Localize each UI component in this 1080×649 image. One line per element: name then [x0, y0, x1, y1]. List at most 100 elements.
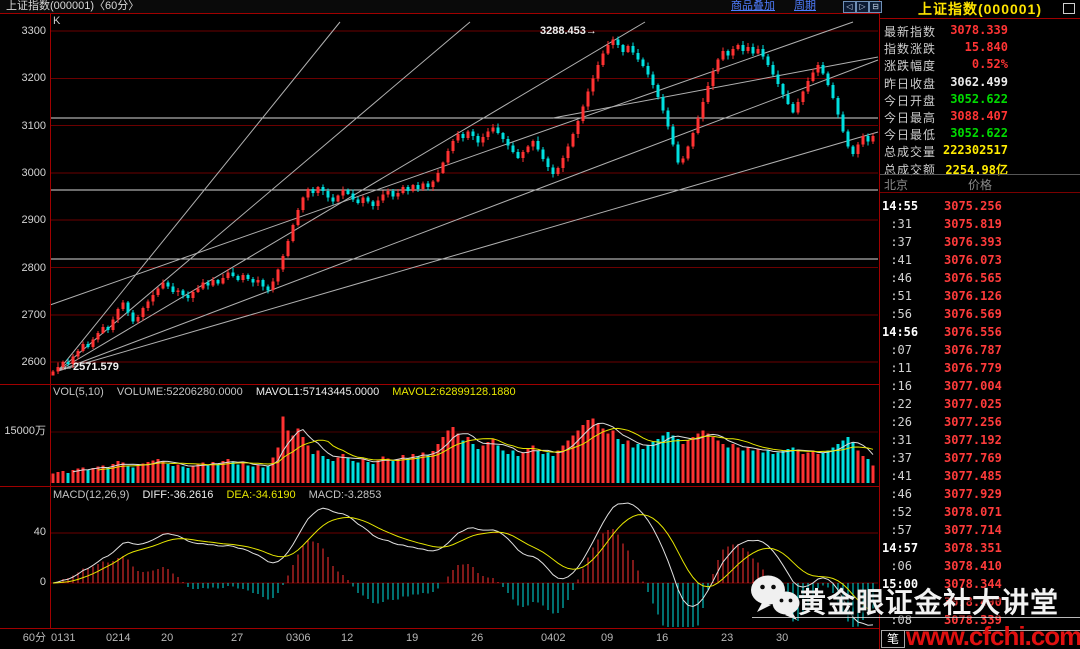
tab-tick[interactable]: 笔	[881, 630, 905, 648]
tick-time: :08	[890, 613, 912, 627]
chart-titlebar: 上证指数(000001)〈60分〉 商品叠加 周期 ◁ ▷ ⊟	[0, 0, 882, 13]
price-axis-label: 3200	[21, 72, 46, 84]
tick-col-place: 北京	[884, 178, 909, 192]
tick-row: :46 3077.929	[880, 485, 1080, 503]
tick-price: 3077.769	[944, 451, 1002, 465]
tick-row: 3078.490	[880, 593, 1080, 611]
date-axis-label: 0306	[286, 632, 311, 644]
quote-label: 涨跌幅度	[884, 59, 937, 74]
quote-row: 涨跌幅度 0.52%	[880, 55, 1080, 74]
tick-price: 3078.351	[944, 541, 1002, 555]
quote-row: 今日开盘 3052.622	[880, 90, 1080, 108]
tick-row: :08 3078.339	[880, 611, 1080, 629]
quote-value: 3052.622	[950, 91, 1008, 106]
tick-time: :22	[890, 397, 912, 411]
quote-value: 3052.622	[950, 126, 1008, 141]
tick-price: 3076.126	[944, 289, 1002, 303]
tick-time: :11	[890, 361, 912, 375]
date-axis-label: 26	[471, 632, 484, 644]
kline-chart-canvas[interactable]	[0, 0, 879, 649]
price-axis-label: 3300	[21, 25, 46, 37]
tick-row: :56 3076.569	[880, 305, 1080, 323]
maximize-icon[interactable]	[1063, 3, 1075, 14]
tick-time: :41	[890, 469, 912, 483]
menu-overlay-symbol[interactable]: 商品叠加	[731, 0, 775, 12]
quote-label: 总成交额	[884, 162, 937, 177]
tick-price: 3078.410	[944, 559, 1002, 573]
tick-price: 3078.339	[944, 613, 1002, 627]
price-axis-label: 3100	[21, 120, 46, 132]
tick-price: 3077.004	[944, 379, 1002, 393]
date-axis-label: 23	[721, 632, 734, 644]
date-axis-label: 09	[601, 632, 614, 644]
price-axis-label: 2600	[21, 356, 46, 368]
tick-time: :46	[890, 271, 912, 285]
tick-price: 3077.485	[944, 469, 1002, 483]
tick-time: :37	[890, 235, 912, 249]
quote-row: 昨日收盘 3062.499	[880, 73, 1080, 91]
period-label: 60分	[22, 632, 46, 644]
tick-row: :37 3076.393	[880, 233, 1080, 251]
divider	[880, 18, 1080, 19]
tick-time: :26	[890, 415, 912, 429]
tick-row: 14:56 3076.556	[880, 323, 1080, 341]
kline-pane-label: K	[53, 15, 61, 27]
tick-row: 14:57 3078.351	[880, 539, 1080, 557]
tick-row: :16 3077.004	[880, 377, 1080, 395]
diff-value: DIFF:-36.2616	[142, 489, 214, 501]
tick-price: 3076.779	[944, 361, 1002, 375]
price-axis-label: 2700	[21, 309, 46, 321]
quote-row: 总成交额 2254.98亿	[880, 159, 1080, 177]
quote-label: 昨日收盘	[884, 76, 937, 91]
quote-value: 3088.407	[950, 109, 1008, 123]
tick-row: :07 3076.787	[880, 341, 1080, 359]
quote-row: 最新指数 3078.339	[880, 21, 1080, 39]
tick-row: :37 3077.769	[880, 449, 1080, 467]
tick-price: 3077.192	[944, 433, 1002, 447]
tick-price: 3076.556	[944, 325, 1002, 339]
quote-label: 指数涨跌	[884, 42, 937, 57]
tick-time: :16	[890, 379, 912, 393]
menu-period[interactable]: 周期	[794, 0, 816, 12]
divider	[880, 192, 1080, 193]
tick-row: :46 3076.565	[880, 269, 1080, 287]
tick-price: 3077.256	[944, 415, 1002, 429]
quote-value: 3062.499	[950, 74, 1008, 89]
quote-label: 最新指数	[884, 25, 937, 39]
tick-time: 14:55	[882, 199, 919, 213]
tick-time: :52	[890, 505, 912, 519]
date-axis-label: 0131	[51, 632, 76, 644]
pane-prev-icon[interactable]: ◁	[843, 1, 856, 13]
tick-time: :51	[890, 289, 912, 303]
tick-time: :07	[890, 343, 912, 357]
quote-value: 222302517	[942, 143, 1008, 158]
pane-split-icon[interactable]: ⊟	[869, 1, 882, 13]
tab-bar-line	[903, 630, 1080, 631]
tick-time: :41	[890, 253, 912, 267]
quote-label: 今日最高	[884, 111, 937, 125]
tick-price: 3077.929	[944, 487, 1002, 501]
date-axis-label: 27	[231, 632, 244, 644]
tick-row: :41 3076.073	[880, 251, 1080, 269]
date-axis-label: 20	[161, 632, 174, 644]
tick-row: :06 3078.410	[880, 557, 1080, 575]
pane-next-icon[interactable]: ▷	[856, 1, 869, 13]
tick-price: 3077.025	[944, 397, 1002, 411]
tick-time: :37	[890, 451, 912, 465]
tick-time: :46	[890, 487, 912, 501]
tick-time: :31	[890, 217, 912, 231]
tick-time: 15:00	[882, 577, 919, 591]
tick-price: 3076.787	[944, 343, 1002, 357]
tick-row: 14:55 3075.256	[880, 197, 1080, 215]
macd-axis-label: 40	[33, 526, 46, 538]
tick-row: :52 3078.071	[880, 503, 1080, 521]
mavol2-value: MAVOL2:62899128.1880	[392, 386, 516, 398]
macd-axis-label: 0	[39, 576, 46, 588]
quote-value: 15.840	[964, 40, 1008, 55]
date-axis-label: 30	[776, 632, 789, 644]
quote-value: 0.52%	[971, 57, 1008, 72]
tick-price: 3076.569	[944, 307, 1002, 321]
quote-label: 今日开盘	[884, 93, 937, 108]
high-annotation: 3288.453→	[540, 25, 597, 37]
